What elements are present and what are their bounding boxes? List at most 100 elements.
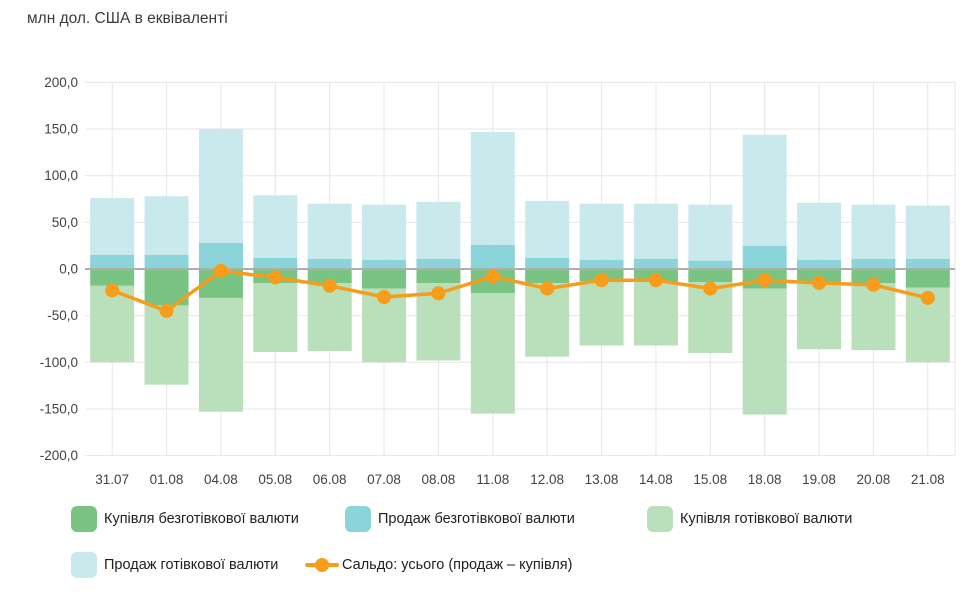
bar-segment	[253, 282, 298, 353]
saldo-point	[105, 283, 120, 298]
bar-segment	[90, 285, 135, 363]
bar-segment	[851, 269, 896, 283]
bar-segment	[742, 288, 787, 415]
bar-segment	[579, 281, 624, 346]
bar-segment	[362, 259, 407, 269]
bar-segment	[688, 269, 733, 283]
bar-segment	[307, 282, 352, 352]
x-tick-label: 13.08	[585, 472, 619, 487]
bar-segment	[905, 269, 950, 288]
saldo-point	[648, 273, 663, 288]
bar-segment	[90, 198, 135, 256]
bar-segment	[307, 269, 352, 283]
bar-segment	[144, 305, 189, 385]
y-tick-label: 50,0	[52, 215, 78, 230]
bar-segment	[742, 245, 787, 269]
legend-swatch-buy-cash-icon	[647, 506, 673, 532]
x-tick-label: 18.08	[748, 472, 782, 487]
saldo-point	[268, 270, 283, 285]
bar-segment	[797, 259, 842, 269]
x-tick-label: 19.08	[802, 472, 836, 487]
bar-segment	[525, 269, 570, 283]
bar-segment	[742, 134, 787, 246]
y-tick-label: 100,0	[44, 168, 78, 183]
x-tick-label: 21.08	[911, 472, 945, 487]
bar-segment	[470, 131, 515, 245]
bar-segment	[307, 203, 352, 259]
x-tick-label: 05.08	[258, 472, 292, 487]
saldo-point	[812, 275, 827, 290]
x-tick-label: 31.07	[95, 472, 129, 487]
bar-segment	[797, 202, 842, 260]
saldo-point	[485, 269, 500, 284]
x-tick-label: 14.08	[639, 472, 673, 487]
legend-label-buy-noncash: Купівля безготівкової валюти	[104, 511, 299, 527]
bar-segment	[633, 282, 678, 346]
legend-saldo-line-icon	[305, 552, 339, 578]
x-tick-label: 11.08	[476, 472, 509, 487]
bar-segment	[579, 259, 624, 269]
bar-segment	[688, 260, 733, 269]
bar-segment	[362, 204, 407, 260]
chart-plot: 200,0 150,0 100,0 50,0 0,0 -50,0 -100,0 -150,0 -…	[40, 75, 956, 487]
bar-segment	[633, 258, 678, 269]
legend-item-sell-noncash: Продаж безготівкової валюти	[345, 506, 575, 532]
bar-segment	[688, 204, 733, 261]
bar-segment	[90, 269, 135, 286]
y-tick-label: -200,0	[40, 448, 78, 463]
bar-segment	[416, 269, 461, 283]
bar-segment	[851, 204, 896, 259]
saldo-point	[431, 286, 446, 301]
y-tick-label: -100,0	[40, 355, 78, 370]
legend-label-sell-noncash: Продаж безготівкової валюти	[378, 511, 575, 527]
bar-segment	[470, 293, 515, 414]
x-tick-label: 07.08	[367, 472, 401, 487]
bar-segment	[797, 282, 842, 350]
bar-segment	[579, 203, 624, 260]
saldo-point	[757, 273, 772, 288]
legend-label-buy-cash: Купівля готівкової валюти	[680, 511, 853, 527]
legend-swatch-sell-noncash-icon	[345, 506, 371, 532]
bar-segment	[905, 205, 950, 259]
bar-segment	[905, 258, 950, 269]
bar-segment	[525, 257, 570, 269]
bar-segment	[851, 258, 896, 269]
bar-segment	[525, 200, 570, 258]
bar-segment	[90, 255, 135, 269]
x-tick-label: 08.08	[422, 472, 456, 487]
bar-segment	[633, 203, 678, 259]
bar-segment	[851, 282, 896, 351]
legend-item-sell-cash: Продаж готівкової валюти	[71, 552, 278, 578]
saldo-point	[594, 273, 609, 288]
bar-segment	[253, 195, 298, 258]
saldo-line	[110, 269, 930, 313]
legend-swatch-buy-noncash-icon	[71, 506, 97, 532]
y-tick-label: 150,0	[44, 122, 78, 137]
x-tick-label: 20.08	[857, 472, 891, 487]
legend-saldo-dot-icon	[315, 558, 329, 572]
x-tick-label: 06.08	[313, 472, 347, 487]
bar-segment	[144, 196, 189, 256]
bar-segment	[144, 255, 189, 269]
y-tick-label: 0,0	[59, 262, 78, 277]
legend-item-buy-cash: Купівля готівкової валюти	[647, 506, 852, 532]
saldo-point	[159, 303, 174, 318]
bar-segment	[362, 269, 407, 289]
saldo-point	[377, 289, 392, 304]
bar-segment	[198, 297, 243, 412]
saldo-point	[540, 281, 555, 296]
bar-segment	[198, 129, 243, 243]
bar-segment	[470, 244, 515, 269]
saldo-point	[866, 277, 881, 292]
x-tick-label: 15.08	[693, 472, 727, 487]
legend-item-buy-noncash: Купівля безготівкової валюти	[71, 506, 299, 532]
saldo-point	[213, 263, 228, 278]
legend-label-sell-cash: Продаж готівкової валюти	[104, 557, 279, 573]
bar-segment	[253, 257, 298, 269]
bar-segment	[307, 258, 352, 269]
saldo-point	[920, 290, 935, 305]
x-tick-label: 12.08	[530, 472, 564, 487]
legend-item-saldo: Сальдо: усього (продаж – купівля)	[305, 552, 573, 578]
x-tick-label: 04.08	[204, 472, 238, 487]
